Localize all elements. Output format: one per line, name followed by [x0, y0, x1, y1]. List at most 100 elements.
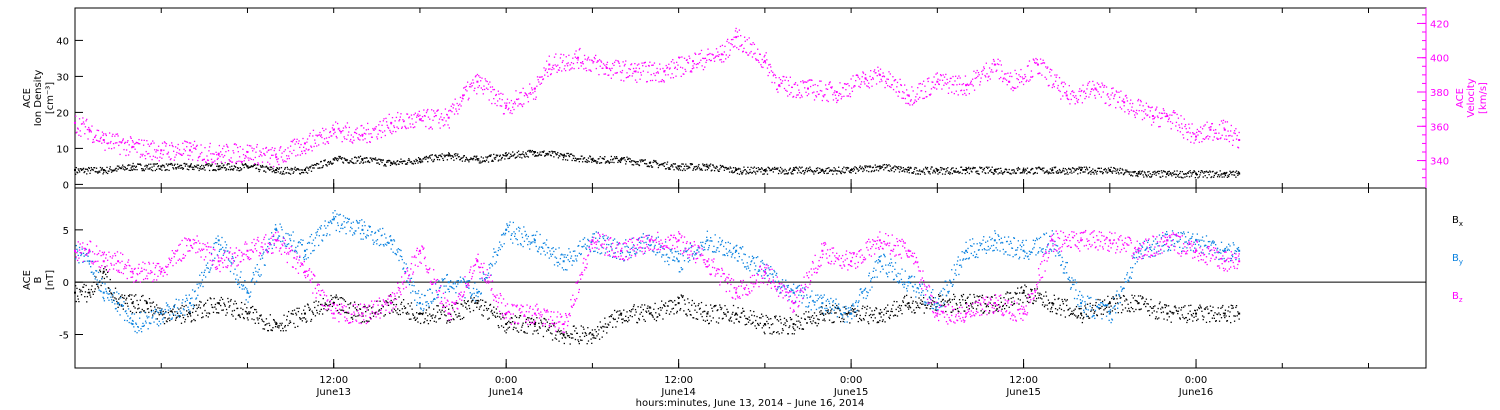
- ion-density-series-point-12: [418, 158, 421, 161]
- velocity-series-dot: [998, 63, 1000, 66]
- ion-density-series-dot: [1230, 172, 1232, 174]
- bx-series-dot: [515, 316, 518, 319]
- bx-series-dot: [406, 311, 409, 313]
- bx-series-dot: [588, 333, 590, 335]
- bx-series-dot: [782, 329, 784, 332]
- ion-density-series-dot: [93, 167, 96, 169]
- bx-series-dot: [719, 306, 722, 308]
- velocity-series-dot: [794, 83, 796, 85]
- bx-series-dot: [243, 317, 245, 320]
- ion-density-series-dot: [905, 168, 908, 171]
- velocity-series-dot: [399, 116, 401, 118]
- ion-density-series-dot: [216, 163, 219, 165]
- velocity-series-dot: [132, 141, 134, 143]
- ion-density-series-dot: [1069, 171, 1071, 174]
- velocity-series-dot: [102, 134, 104, 137]
- velocity-series-dot: [178, 149, 181, 151]
- velocity-tick-label-3: 400: [1430, 54, 1449, 65]
- bx-series-dot: [308, 306, 310, 309]
- ion-density-series-dot: [463, 155, 466, 157]
- ion-density-series-dot: [857, 170, 859, 172]
- ion-density-series-dot: [316, 163, 319, 165]
- ion-density-series-dot: [143, 169, 145, 172]
- ion-density-series-dot: [627, 158, 629, 161]
- bx-series-dot: [307, 304, 309, 306]
- ion-density-series-dot: [349, 160, 351, 162]
- velocity-series-dot: [676, 68, 678, 71]
- velocity-series-dot: [351, 142, 354, 144]
- velocity-series-dot: [213, 153, 215, 155]
- ion-density-series-dot: [890, 169, 893, 172]
- ion-density-series-dot: [937, 173, 939, 175]
- ion-density-series-dot: [904, 171, 906, 173]
- velocity-series-dot: [1025, 80, 1027, 83]
- ion-density-series-dot: [897, 167, 899, 170]
- ion-density-series-dot: [220, 166, 222, 169]
- ion-density-series-dot: [314, 163, 316, 166]
- ion-density-series-dot: [743, 166, 745, 168]
- ion-density-series-dot: [881, 166, 883, 168]
- velocity-series-dot: [1079, 95, 1082, 97]
- velocity-series-dot: [384, 130, 386, 132]
- ion-density-series-dot: [410, 161, 413, 163]
- bx-series-dot: [241, 313, 243, 315]
- bx-series-dot: [429, 313, 431, 315]
- velocity-series-dot: [904, 84, 906, 86]
- bx-series-dot: [724, 305, 726, 307]
- ion-density-series-dot: [497, 154, 499, 156]
- ion-density-series-dot: [286, 166, 288, 169]
- bx-series-dot: [206, 299, 209, 301]
- bx-series-dot: [250, 307, 252, 309]
- bx-series-dot: [204, 309, 206, 312]
- bx-series-dot: [747, 318, 749, 320]
- ion-density-series-dot: [681, 169, 684, 172]
- ion-density-series-dot: [1172, 172, 1174, 174]
- bx-series-dot: [455, 313, 457, 316]
- velocity-series-dot: [1092, 89, 1095, 91]
- ion-density-series-dot: [339, 155, 341, 158]
- velocity-series-dot: [619, 71, 622, 73]
- velocity-series-dot: [346, 138, 348, 141]
- velocity-series-dot: [429, 126, 432, 129]
- ion-density-series-dot: [997, 173, 999, 175]
- bx-series-dot: [828, 319, 831, 321]
- ion-density-series-dot: [1024, 168, 1027, 170]
- ion-density-series-dot: [545, 152, 547, 155]
- bx-series-dot: [546, 330, 548, 332]
- ion-density-series-dot: [1163, 170, 1165, 173]
- bx-series-dot: [682, 295, 684, 297]
- velocity-series-dot: [421, 116, 424, 118]
- ion-density-series-dot: [170, 162, 172, 165]
- velocity-series-dot: [875, 83, 878, 85]
- bx-series-dot: [442, 304, 445, 306]
- velocity-series-dot: [503, 113, 505, 115]
- velocity-series-dot: [341, 141, 343, 143]
- velocity-series-dot: [233, 152, 235, 154]
- velocity-series-dot: [1022, 78, 1024, 80]
- velocity-series-dot: [818, 93, 820, 95]
- ion-density-series-dot: [593, 159, 596, 161]
- bx-series-dot: [91, 291, 94, 293]
- velocity-series-dot: [637, 71, 639, 73]
- velocity-series-dot: [629, 68, 631, 71]
- velocity-series-dot: [1107, 93, 1109, 95]
- bx-series-dot: [296, 307, 298, 309]
- velocity-series-dot: [144, 158, 147, 160]
- velocity-series-dot: [819, 80, 821, 82]
- bx-series-dot: [608, 324, 610, 326]
- velocity-series-dot: [604, 64, 606, 66]
- velocity-series-dot: [1177, 117, 1180, 119]
- ion-density-series-dot: [648, 166, 650, 168]
- velocity-series-dot: [1041, 74, 1043, 76]
- velocity-series-dot: [847, 83, 849, 85]
- velocity-series-dot: [936, 72, 938, 74]
- ion-density-series-dot: [267, 167, 269, 170]
- velocity-series-dot: [299, 146, 301, 149]
- velocity-series-dot: [895, 91, 897, 93]
- bx-series-dot: [524, 332, 526, 334]
- velocity-series-point-24: [692, 60, 695, 63]
- velocity-series-dot: [855, 79, 857, 82]
- velocity-series-dot: [691, 71, 693, 73]
- ion-density-series-dot: [99, 166, 102, 169]
- velocity-series-dot: [711, 53, 713, 55]
